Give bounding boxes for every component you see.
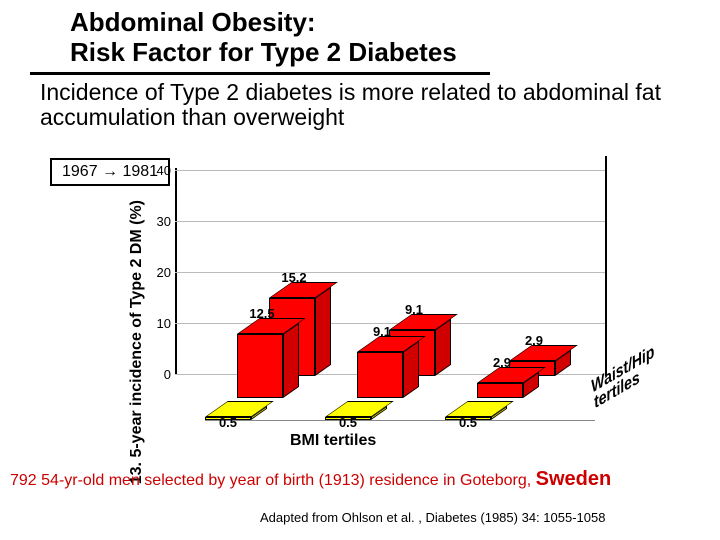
bar	[237, 334, 283, 398]
bar	[477, 383, 523, 398]
y-tick-label: 0	[147, 367, 171, 382]
bar-front	[357, 352, 403, 398]
title-line-2: Risk Factor for Type 2 Diabetes	[70, 38, 720, 68]
bar-value-label: 2.9	[509, 333, 559, 348]
caption-text: 792 54-yr-old men selected by year of bi…	[10, 472, 536, 489]
y-tick-label: 30	[147, 214, 171, 229]
title-block: Abdominal Obesity: Risk Factor for Type …	[0, 0, 720, 68]
title-line-1: Abdominal Obesity:	[70, 8, 720, 38]
bar-front	[237, 334, 283, 398]
bar-value-label: 0.5	[203, 415, 253, 430]
y-tick-label: 20	[147, 265, 171, 280]
x-axis-label: BMI tertiles	[290, 432, 376, 450]
gridline	[175, 272, 605, 273]
y-tick-label: 10	[147, 316, 171, 331]
chart-3d-bars: 01020304015.29.12.912.59.12.90.50.50.5	[175, 168, 615, 428]
axis-back-vertical	[175, 168, 177, 374]
source-citation: Adapted from Ohlson et al. , Diabetes (1…	[260, 510, 605, 525]
subtitle: Incidence of Type 2 diabetes is more rel…	[40, 80, 680, 131]
bar-value-label: 9.1	[389, 302, 439, 317]
gridline	[175, 170, 605, 171]
bar-value-label: 15.2	[269, 270, 319, 285]
bar-side	[283, 323, 299, 398]
bar-side	[315, 287, 331, 376]
y-tick-label: 40	[147, 163, 171, 178]
bar-front	[477, 383, 523, 398]
axis-floor	[205, 420, 595, 421]
bar-value-label: 9.1	[357, 324, 407, 339]
title-underline	[30, 72, 490, 75]
caption: 792 54-yr-old men selected by year of bi…	[10, 468, 611, 491]
bar-value-label: 0.5	[323, 415, 373, 430]
bar-value-label: 12.5	[237, 306, 287, 321]
bar	[357, 352, 403, 398]
bar-value-label: 2.9	[477, 355, 527, 370]
caption-country: Sweden	[536, 468, 612, 490]
axis-right-vertical	[605, 156, 607, 376]
gridline	[175, 221, 605, 222]
bar-value-label: 0.5	[443, 415, 493, 430]
